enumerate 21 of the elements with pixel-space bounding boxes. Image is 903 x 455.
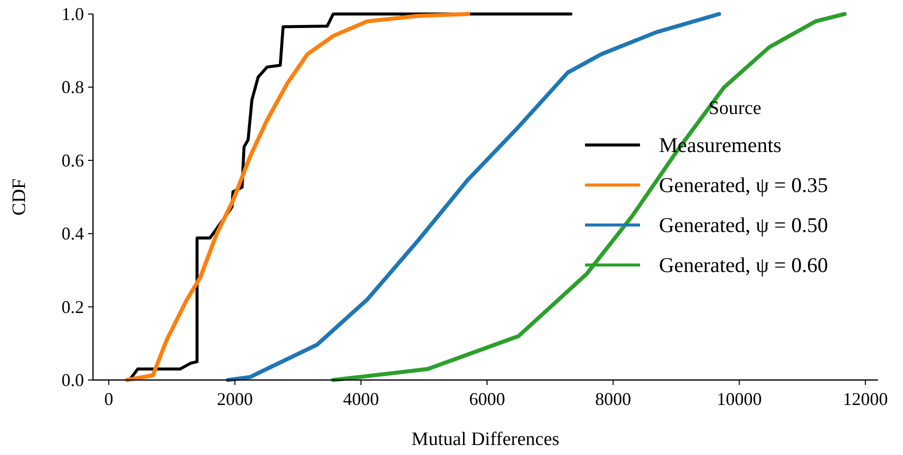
y-tick-label: 0.2 (62, 296, 84, 317)
y-tick-label: 0.4 (62, 224, 84, 244)
y-tick-label: 0.0 (62, 370, 84, 390)
y-tick-label: 0.6 (62, 150, 84, 170)
legend-label: Generated, ψ = 0.50 (659, 213, 828, 237)
legend-title: Source (708, 98, 762, 119)
y-axis-title: CDF (9, 178, 30, 216)
x-tick-label: 6000 (469, 389, 506, 409)
y-tick-label: 1.0 (62, 4, 84, 24)
legend-label: Generated, ψ = 0.35 (659, 173, 828, 197)
x-tick-label: 12000 (842, 389, 888, 409)
legend-label: Generated, ψ = 0.60 (659, 253, 828, 277)
x-tick-label: 0 (104, 389, 114, 409)
x-tick-label: 8000 (595, 389, 632, 409)
x-axis-title: Mutual Differences (412, 429, 560, 450)
x-tick-label: 10000 (716, 389, 762, 409)
y-tick-label: 0.8 (62, 77, 84, 98)
x-tick-label: 2000 (216, 389, 253, 409)
line-series (331, 12, 847, 382)
x-tick-label: 4000 (342, 389, 379, 409)
line-series (125, 12, 470, 382)
